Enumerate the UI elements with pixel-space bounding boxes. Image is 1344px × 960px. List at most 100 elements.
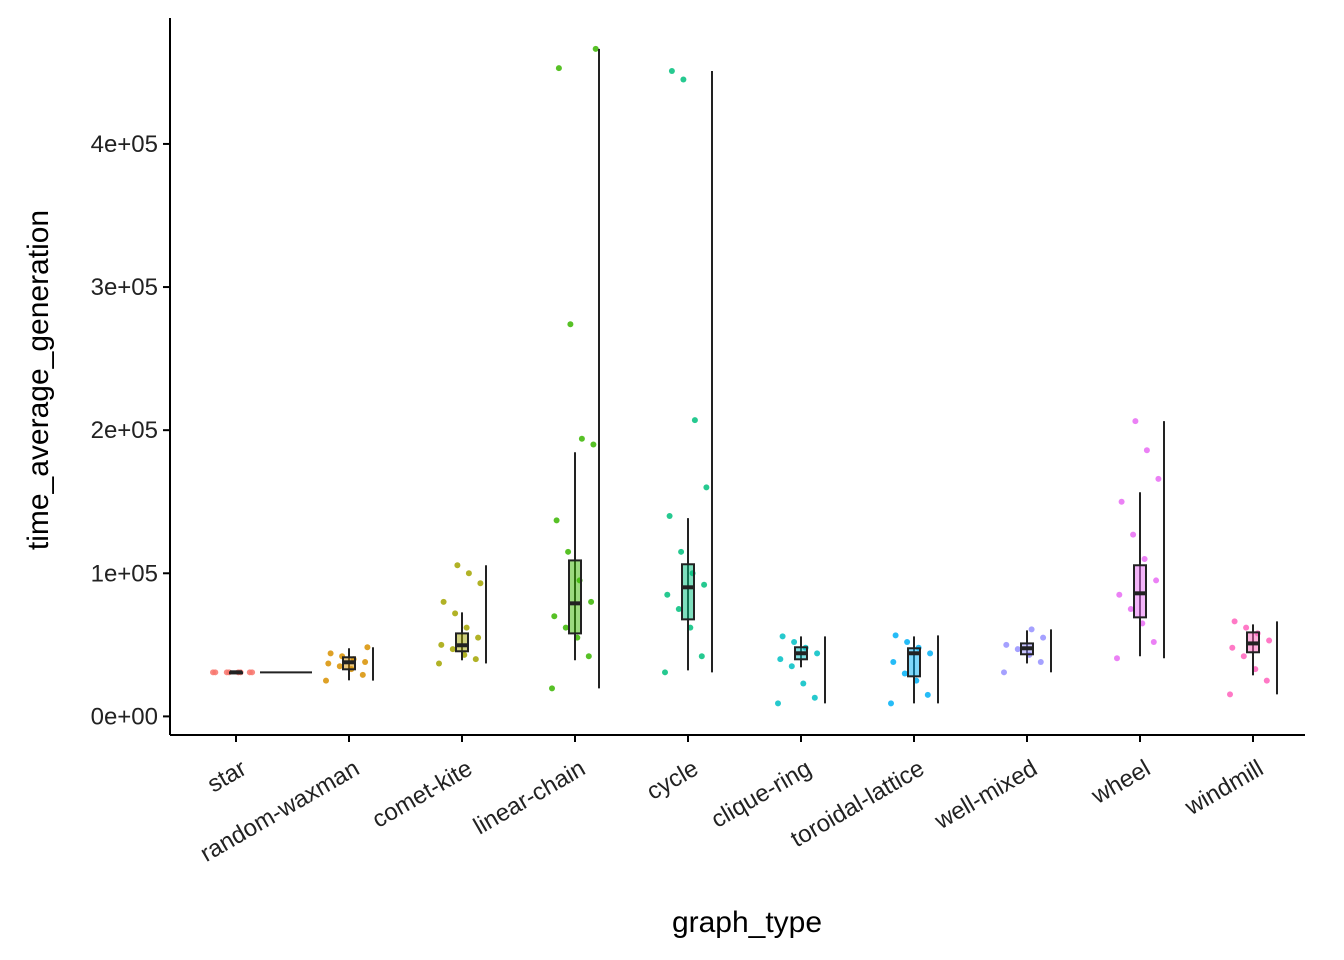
data-point	[336, 663, 343, 670]
data-point	[1155, 475, 1162, 482]
x-tick-label: star	[203, 755, 251, 798]
x-tick-label: cycle	[642, 755, 703, 806]
data-point	[565, 548, 572, 555]
data-point	[1127, 606, 1134, 613]
data-point	[362, 659, 369, 666]
data-point	[1037, 659, 1044, 666]
data-point	[463, 624, 470, 631]
data-point	[592, 45, 599, 52]
data-point	[1118, 498, 1125, 505]
data-point	[449, 646, 456, 653]
data-point	[553, 517, 560, 524]
data-point	[664, 591, 671, 598]
data-point	[212, 669, 219, 676]
data-point	[1116, 591, 1123, 598]
data-point	[1141, 555, 1148, 562]
data-point	[452, 610, 459, 617]
y-tick-label: 0e+00	[91, 703, 158, 730]
data-point	[454, 562, 461, 569]
x-tick-label: comet-kite	[368, 755, 477, 834]
y-axis-title: time_average_generation	[22, 210, 55, 550]
data-point	[1143, 447, 1150, 454]
x-axis-title: graph_type	[672, 906, 822, 939]
y-tick-label: 3e+05	[91, 274, 158, 301]
data-point	[588, 598, 595, 605]
data-point	[327, 650, 334, 657]
data-point	[585, 653, 592, 660]
data-point	[364, 644, 371, 651]
x-tick-label: wheel	[1086, 755, 1155, 810]
data-point	[1028, 626, 1035, 633]
data-point	[888, 700, 894, 707]
data-point	[890, 659, 897, 666]
data-point	[578, 435, 585, 442]
data-point	[662, 669, 668, 676]
data-point	[1014, 646, 1021, 653]
data-point	[325, 660, 332, 667]
data-point	[701, 581, 708, 588]
data-point	[549, 685, 555, 692]
y-tick-label: 1e+05	[91, 560, 158, 587]
box	[1133, 564, 1147, 619]
data-point	[590, 441, 597, 448]
data-point	[438, 641, 445, 648]
data-point	[927, 650, 934, 657]
data-point	[1001, 669, 1007, 676]
data-point	[551, 613, 558, 620]
data-point	[698, 653, 705, 660]
data-point	[567, 321, 574, 328]
data-point	[904, 638, 911, 645]
data-point	[1130, 531, 1137, 538]
data-point	[668, 67, 675, 74]
data-point	[901, 670, 908, 677]
data-point	[791, 638, 798, 645]
data-point	[1229, 644, 1236, 651]
box	[907, 647, 921, 678]
data-point	[675, 606, 682, 613]
data-point	[775, 700, 781, 707]
data-point	[924, 691, 931, 698]
data-point	[1243, 624, 1250, 631]
data-point	[1114, 655, 1120, 662]
x-tick-label: well-mixed	[929, 755, 1042, 836]
data-point	[1040, 634, 1047, 641]
data-point	[1240, 653, 1247, 660]
data-point	[1132, 418, 1139, 425]
box	[681, 563, 695, 621]
data-point	[680, 76, 687, 83]
box	[568, 559, 582, 635]
box	[455, 632, 469, 653]
data-point	[562, 624, 569, 631]
data-point	[892, 632, 899, 639]
data-point	[666, 513, 673, 520]
data-point	[1003, 641, 1010, 648]
data-point	[1150, 638, 1157, 645]
data-point	[555, 65, 562, 72]
data-point	[779, 633, 786, 640]
data-point	[323, 677, 329, 684]
data-point	[703, 484, 710, 491]
x-tick-label: linear-chain	[469, 755, 590, 840]
data-point	[691, 417, 698, 424]
data-point	[475, 634, 482, 641]
x-tick-label: windmill	[1180, 755, 1268, 822]
data-point	[1153, 577, 1160, 584]
data-point	[1227, 691, 1233, 698]
data-point	[678, 548, 685, 555]
data-point	[472, 656, 479, 663]
data-point	[465, 570, 472, 577]
data-point	[814, 650, 821, 657]
data-point	[788, 663, 795, 670]
data-point	[359, 671, 366, 678]
data-point	[1231, 618, 1238, 625]
data-point	[811, 694, 818, 701]
data-point	[1266, 637, 1273, 644]
data-point	[249, 669, 256, 676]
data-point	[1263, 677, 1270, 684]
data-point	[477, 580, 484, 587]
data-point	[777, 656, 784, 663]
data-point	[436, 660, 442, 667]
data-point	[800, 680, 807, 687]
data-point	[440, 598, 447, 605]
